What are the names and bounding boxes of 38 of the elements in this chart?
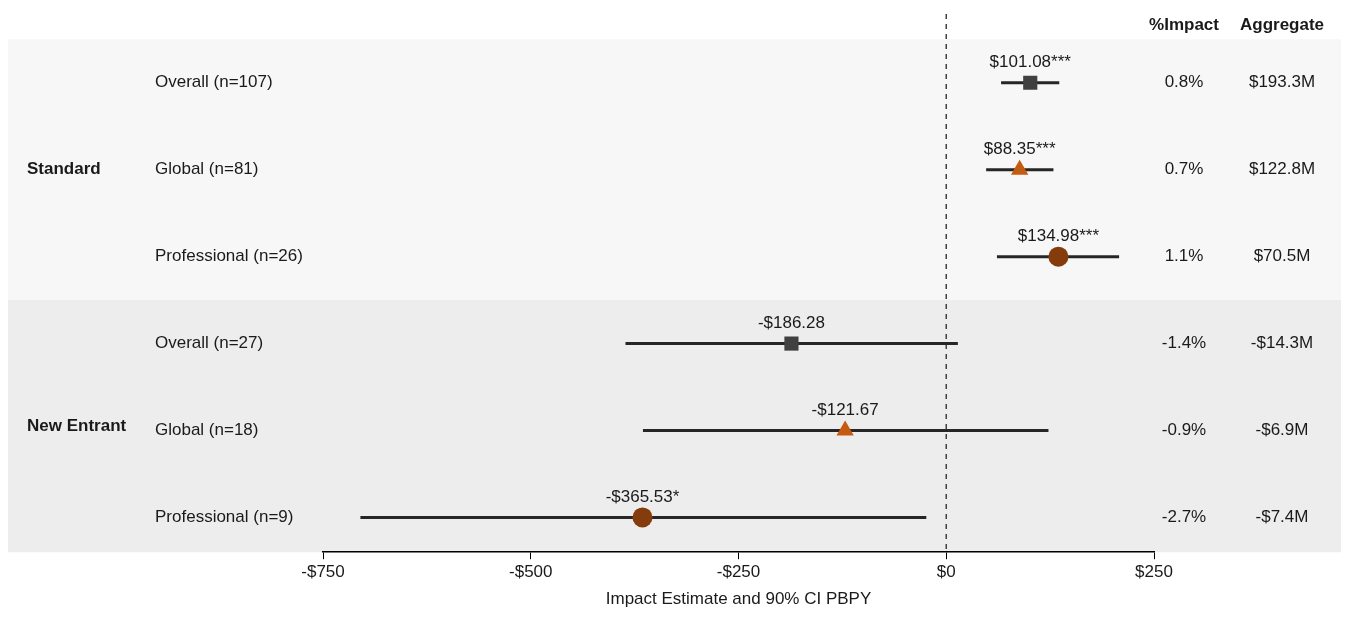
y-tick-label: Professional (n=26) <box>155 246 303 266</box>
annotation: %Impact <box>1149 14 1220 34</box>
point <box>632 507 653 528</box>
point <box>1023 75 1038 90</box>
text: $193.3M <box>1248 72 1316 92</box>
text: Aggregate <box>1239 14 1325 34</box>
text: 0.7% <box>1164 159 1204 179</box>
text: -2.7% <box>1161 507 1207 527</box>
data-label: -$186.28 <box>757 312 826 332</box>
band-label: New Entrant <box>27 415 127 435</box>
point <box>1048 246 1069 267</box>
band-label: Standard <box>27 159 101 179</box>
x-tick-label: $250 <box>1135 562 1173 582</box>
data-label: $134.98*** <box>1017 225 1100 245</box>
text: -$6.9M <box>1255 420 1309 440</box>
data-label: -$365.53* <box>605 486 680 506</box>
text: -$7.4M <box>1255 507 1309 527</box>
y-tick-label: Professional (n=9) <box>155 507 294 527</box>
y-tick-label: Overall (n=107) <box>155 72 273 92</box>
text: $70.5M <box>1253 246 1311 266</box>
data-label: $101.08*** <box>989 51 1072 71</box>
text: -0.9% <box>1161 420 1207 440</box>
x-tick-label: -$250 <box>716 562 761 582</box>
data-label: $88.35*** <box>983 138 1056 158</box>
data-label: -$121.67 <box>811 399 879 419</box>
text: -1.4% <box>1161 333 1207 353</box>
y-tick-label: Global (n=81) <box>155 159 259 179</box>
text: $122.8M <box>1248 159 1316 179</box>
x-tick-label: $0 <box>936 562 956 582</box>
x-axis-title: Impact Estimate and 90% CI PBPY <box>605 589 872 609</box>
x-tick-label: -$750 <box>301 562 345 582</box>
y-tick-label: Global (n=18) <box>155 420 259 440</box>
point <box>784 336 799 351</box>
text: 1.1% <box>1164 246 1204 266</box>
y-tick-label: Overall (n=27) <box>155 333 264 353</box>
x-tick-label: -$500 <box>509 562 553 582</box>
text: 0.8% <box>1164 72 1204 92</box>
text: -$14.3M <box>1250 333 1314 353</box>
